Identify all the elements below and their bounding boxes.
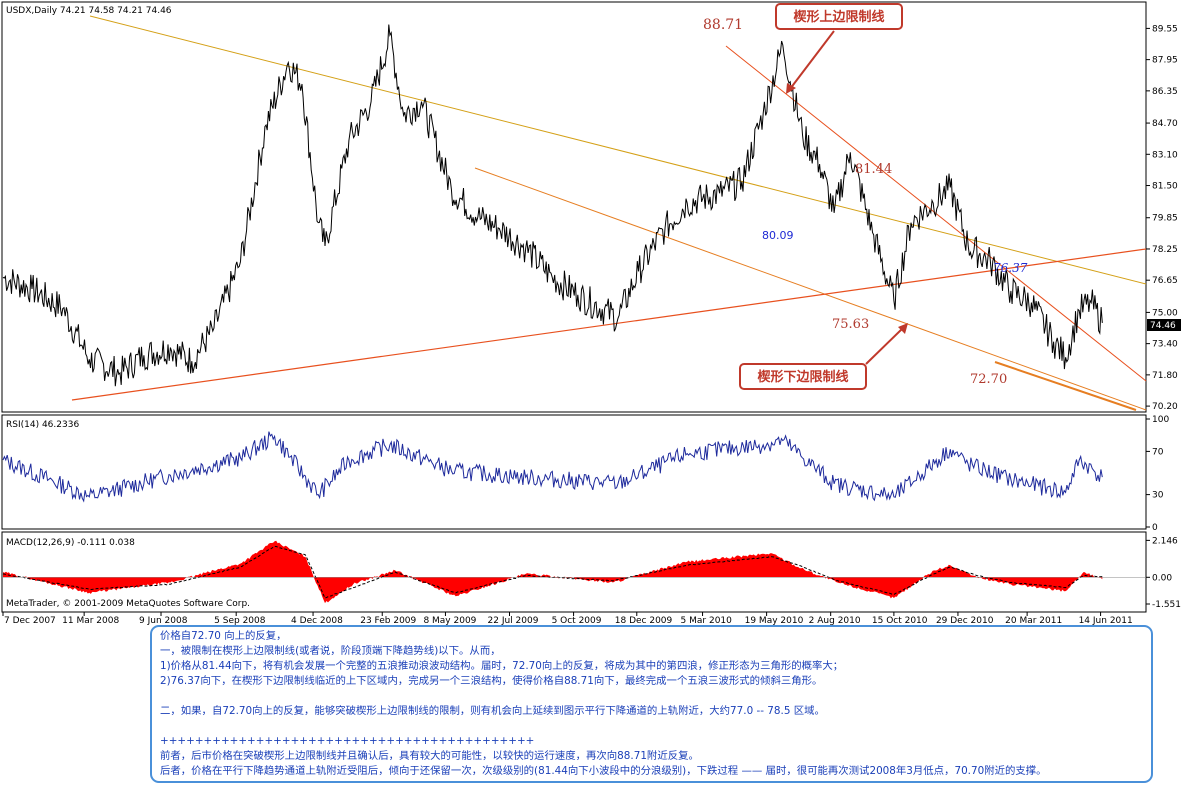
- price-tick-label: 86.35: [1152, 87, 1178, 97]
- callout-lower-arrow: [865, 326, 905, 365]
- date-tick-label: 19 May 2010: [745, 616, 804, 626]
- annotation-76-37: 76.37: [993, 261, 1028, 275]
- price-tick-label: 84.70: [1152, 119, 1178, 129]
- callout-upper-arrow: [789, 30, 835, 90]
- price-tick-label: 81.50: [1152, 182, 1178, 192]
- date-tick-label: 15 Oct 2010: [872, 616, 928, 626]
- price-tick-label: 76.65: [1152, 276, 1178, 286]
- annotation-72-70: 72.70: [970, 372, 1007, 387]
- price-tick-label: 78.25: [1152, 245, 1178, 255]
- rsi-tick-label: 100: [1152, 415, 1169, 425]
- date-tick-label: 20 Mar 2011: [1005, 616, 1062, 626]
- price-tick-label: 73.40: [1152, 340, 1178, 350]
- date-tick-label: 5 Mar 2010: [681, 616, 733, 626]
- macd-tick-label: 0.00: [1152, 573, 1172, 583]
- commentary-line: 二，如果，自72.70向上的反复，能够突破楔形上边限制线的限制，则有机会向上延续…: [160, 705, 825, 717]
- macd-tick-label: -1.551: [1152, 600, 1181, 610]
- last-price-tag: [1147, 319, 1181, 331]
- rsi-tick-label: 70: [1152, 447, 1164, 457]
- commentary-line: 1)价格从81.44向下，将有机会发展一个完整的五浪推动浪波动结构。届时，72.…: [160, 660, 844, 672]
- date-tick-label: 29 Dec 2010: [936, 616, 994, 626]
- commentary-line: 一，被限制在楔形上边限制线(或者说，阶段顶端下降趋势线)以下。从而，: [160, 645, 501, 657]
- commentary-line: [160, 719, 1143, 734]
- date-tick-label: 23 Feb 2009: [360, 616, 416, 626]
- date-tick-label: 5 Oct 2009: [552, 616, 602, 626]
- macd-panel-header: MACD(12,26,9) -0.111 0.038: [6, 538, 135, 548]
- date-tick-label: 14 Jun 2011: [1079, 616, 1133, 626]
- annotation-80-09: 80.09: [762, 229, 794, 242]
- price-tick-label: 87.95: [1152, 56, 1178, 66]
- callout-lower-label: 楔形下边限制线: [757, 369, 848, 385]
- commentary-line: 前者，后市价格在突破楔形上边限制线并且确认后，具有较大的可能性，以较快的运行速度…: [160, 750, 699, 762]
- date-tick-label: 7 Dec 2007: [4, 616, 56, 626]
- last-price-value: 74.46: [1150, 321, 1176, 331]
- commentary-line: ++++++++++++++++++++++++++++++++++++++++…: [160, 735, 535, 747]
- downtrend-line: [89, 15, 1147, 285]
- macd-tick-label: 2.146: [1152, 536, 1178, 546]
- rsi-series-line: [2, 431, 1103, 503]
- annotation-88-71: 88.71: [703, 17, 743, 33]
- date-tick-label: 5 Sep 2008: [214, 616, 266, 626]
- callout-upper-label: 楔形上边限制线: [793, 9, 884, 25]
- annotation-75-63: 75.63: [832, 317, 869, 332]
- price-axis: 89.55 87.95 86.35 84.70 83.10 81.50 79.85 78.25…: [1146, 24, 1178, 412]
- callout-upper-box: [775, 3, 903, 30]
- price-tick-label: 70.20: [1152, 402, 1178, 412]
- price-series-line: [2, 24, 1103, 387]
- macd-axis: 2.146 0.00 -1.551: [1146, 536, 1181, 610]
- rsi-axis: 100 70 30 0: [1146, 415, 1169, 533]
- price-tick-label: 83.10: [1152, 150, 1178, 160]
- price-panel-header: USDX,Daily 74.21 74.58 74.21 74.46: [6, 6, 172, 16]
- rsi-panel: [1, 414, 1147, 530]
- date-tick-label: 11 Mar 2008: [62, 616, 119, 626]
- callout-lower-arrowhead: [898, 323, 908, 334]
- price-tick-label: 75.00: [1152, 308, 1178, 318]
- commentary-line: 后者，价格在平行下降趋势通道上轨附近受阻后，倾向于还保留一次，次级级别的(81.…: [160, 765, 1047, 777]
- rsi-tick-label: 0: [1152, 523, 1158, 533]
- callout-upper-arrowhead: [786, 83, 796, 94]
- date-tick-label: 4 Dec 2008: [291, 616, 343, 626]
- rsi-tick-label: 30: [1152, 491, 1164, 501]
- date-tick-label: 2 Aug 2010: [809, 616, 861, 626]
- copyright-text: MetaTrader, © 2001-2009 MetaQuotes Softw…: [6, 599, 250, 609]
- date-tick-label: 22 Jul 2009: [488, 616, 539, 626]
- commentary-line: 价格自72.70 向上的反复，: [160, 630, 287, 642]
- date-tick-label: 8 May 2009: [423, 616, 476, 626]
- commentary-line: 2)76.37向下，在楔形下边限制线临近的上下区域内，完成另一个三浪结构，使得价…: [160, 675, 823, 687]
- wedge-lower-line: [71, 248, 1147, 401]
- commentary-box: 价格自72.70 向上的反复， 一，被限制在楔形上边限制线(或者说，阶段顶端下降趋…: [150, 625, 1153, 783]
- date-tick-label: 9 Jun 2008: [139, 616, 188, 626]
- date-axis: 7 Dec 2007 11 Mar 2008 9 Jun 2008 5 Sep 200…: [2, 612, 1133, 626]
- rsi-panel-header: RSI(14) 46.2336: [6, 420, 79, 430]
- price-tick-label: 89.55: [1152, 24, 1178, 34]
- commentary-line: [160, 689, 1143, 704]
- macd-histogram: [3, 540, 1103, 604]
- price-tick-label: 79.85: [1152, 214, 1178, 224]
- channel-lower-line: [474, 167, 1147, 411]
- callout-lower-box: [739, 363, 867, 390]
- annotation-81-44: 81.44: [855, 162, 892, 177]
- wedge-lower-line-thick: [994, 361, 1137, 411]
- macd-signal-line: [2, 545, 1103, 599]
- price-tick-label: 71.80: [1152, 371, 1178, 381]
- date-tick-label: 18 Dec 2009: [615, 616, 673, 626]
